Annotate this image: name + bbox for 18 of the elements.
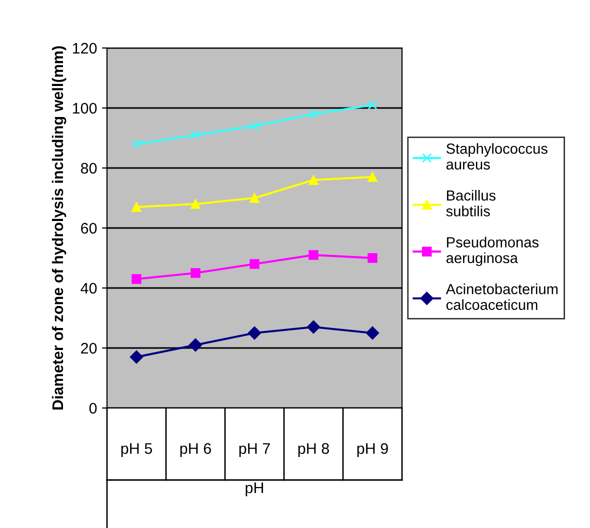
legend-label: Pseudomonas aeruginosa (446, 236, 539, 266)
legend-label: Bacillus subtilis (446, 190, 496, 216)
legend-label: Staphylococcus aureus (446, 143, 548, 170)
y-tick-label: 100 (72, 102, 97, 114)
x-axis-title: pH (246, 482, 264, 496)
x-tick-label: pH 5 (121, 443, 152, 457)
y-tick-label: 120 (72, 42, 97, 54)
y-tick-label: 60 (81, 222, 97, 234)
legend-label: Acinetobacterium calcoaceticum (446, 284, 558, 310)
y-tick-label: 20 (81, 342, 97, 354)
x-tick-label: pH 7 (239, 443, 270, 457)
y-tick-label: 0 (89, 402, 97, 414)
x-tick-label: pH 6 (180, 443, 211, 457)
y-tick-label: 80 (80, 162, 97, 174)
x-tick-label: pH 9 (357, 443, 388, 457)
y-axis-title: Diameter of zone of hydrolysis including well(mm) (52, 46, 66, 410)
x-tick-label: pH 8 (298, 443, 329, 457)
y-tick-label: 40 (80, 282, 97, 294)
